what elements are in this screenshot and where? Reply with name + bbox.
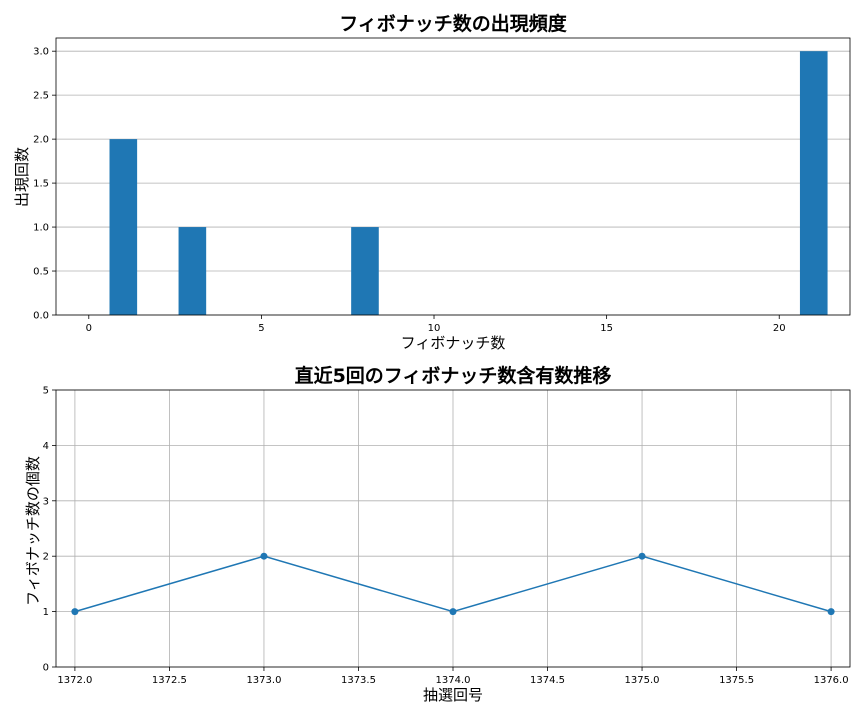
chart-title: 直近5回のフィボナッチ数含有数推移 (295, 364, 612, 387)
x-tick-label: 1372.0 (57, 675, 92, 686)
y-axis-ticks: 0 1 2 3 4 5 (43, 386, 56, 674)
data-point (449, 608, 457, 616)
series-line (71, 552, 835, 616)
plot-frame (55, 37, 851, 316)
y-tick-label: 2 (43, 552, 49, 563)
x-axis-label: 抽選回号 (423, 686, 483, 704)
x-axis-ticks: 0 5 10 15 20 (86, 315, 786, 334)
y-tick-label: 1.0 (33, 223, 49, 234)
chart-title: フィボナッチ数の出現頻度 (339, 12, 568, 35)
x-tick-label: 10 (428, 323, 441, 334)
grid (56, 389, 850, 668)
bar (178, 227, 207, 315)
y-axis-label: 出現回数 (13, 147, 31, 207)
y-tick-label: 3 (43, 496, 49, 507)
data-point (638, 552, 646, 560)
y-tick-label: 1 (43, 607, 49, 618)
y-tick-label: 2.5 (33, 91, 49, 102)
x-tick-label: 1375.0 (625, 675, 660, 686)
bar-chart-fibonacci-frequency: フィボナッチ数の出現頻度 0 5 10 15 20 0.0 0.5 1.0 1.5 2.0 2.5… (13, 12, 851, 352)
y-tick-label: 1.5 (33, 179, 49, 190)
x-axis-label: フィボナッチ数 (401, 334, 506, 352)
grid (56, 50, 850, 316)
x-tick-label: 1373.0 (246, 675, 281, 686)
y-tick-label: 5 (43, 386, 49, 397)
x-axis-ticks: 1372.0 1372.5 1373.0 1373.5 1374.0 1374.5 1375… (57, 667, 849, 686)
data-point (827, 608, 835, 616)
x-tick-label: 15 (600, 323, 613, 334)
data-point (260, 552, 268, 560)
x-tick-label: 1373.5 (341, 675, 376, 686)
line-chart-fibonacci-count-trend: 直近5回のフィボナッチ数含有数推移 1372.0 1372.5 1373.0 1373… (24, 364, 851, 704)
bar (109, 139, 138, 315)
bars (109, 51, 828, 315)
bar (351, 227, 379, 315)
x-tick-label: 1376.0 (814, 675, 849, 686)
y-tick-label: 2.0 (33, 135, 49, 146)
y-tick-label: 0 (43, 663, 49, 674)
y-axis-label: フィボナッチ数の個数 (24, 456, 42, 606)
x-tick-label: 1375.5 (719, 675, 754, 686)
x-tick-label: 20 (773, 323, 786, 334)
y-tick-label: 0.5 (33, 267, 49, 278)
x-tick-label: 5 (258, 323, 264, 334)
y-tick-label: 0.0 (33, 311, 49, 322)
x-tick-label: 1374.0 (436, 675, 471, 686)
bar (799, 51, 828, 315)
y-tick-label: 4 (43, 441, 49, 452)
data-point (71, 608, 79, 616)
y-tick-label: 3.0 (33, 47, 49, 58)
x-tick-label: 1374.5 (530, 675, 565, 686)
x-tick-label: 1372.5 (152, 675, 187, 686)
y-axis-ticks: 0.0 0.5 1.0 1.5 2.0 2.5 3.0 (33, 47, 56, 322)
x-tick-label: 0 (86, 323, 92, 334)
